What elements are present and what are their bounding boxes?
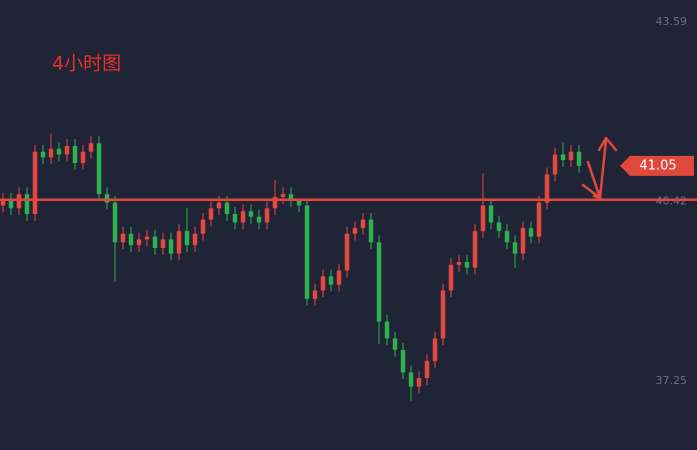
candle-body: [104, 194, 110, 203]
candle-body: [560, 154, 566, 161]
candle-body: [144, 236, 150, 240]
candle-body: [408, 372, 414, 387]
candle-body: [512, 242, 518, 254]
candle-body: [456, 262, 462, 265]
y-tick-label: 37.25: [656, 374, 688, 387]
candle-body: [568, 151, 574, 161]
candle-body: [64, 146, 70, 155]
chart-title: 4小时图: [52, 53, 121, 75]
candle-body: [440, 290, 446, 339]
arrows: [581, 136, 618, 200]
candle-body: [296, 199, 302, 206]
candle-body: [344, 233, 350, 271]
candle-body: [224, 202, 230, 214]
candle-body: [352, 228, 358, 234]
candle-body: [192, 233, 198, 246]
price-tag-label: 41.05: [639, 158, 676, 173]
candle-body: [0, 199, 6, 206]
candle-body: [120, 233, 126, 243]
candle-body: [200, 219, 206, 234]
candle-body: [136, 239, 142, 246]
candle-body: [400, 349, 406, 373]
candle-body: [448, 264, 454, 291]
candle-body: [96, 143, 102, 195]
candle-body: [496, 222, 502, 231]
candle-body: [72, 146, 78, 164]
candle-body: [336, 270, 342, 285]
candle-body: [288, 194, 294, 200]
candle-body: [80, 151, 86, 164]
price-tag: [620, 155, 694, 176]
candle-body: [328, 276, 334, 285]
candle-body: [16, 194, 22, 209]
candle-body: [248, 211, 254, 217]
candle-body: [536, 202, 542, 237]
candle-body: [280, 194, 286, 197]
candle-body: [128, 233, 134, 246]
candle-body: [160, 239, 166, 248]
candle-body: [40, 151, 46, 158]
candle-body: [256, 216, 262, 223]
candle-body: [376, 242, 382, 322]
candle-body: [504, 230, 510, 243]
candle-body: [424, 361, 430, 379]
candle-body: [392, 338, 398, 350]
candle-body: [176, 230, 182, 254]
candle-body: [320, 276, 326, 291]
candle-body: [8, 199, 14, 209]
candle-body: [304, 205, 310, 299]
candle-body: [152, 236, 158, 248]
candle-body: [112, 202, 118, 243]
candle-body: [216, 202, 222, 209]
candle-body: [32, 151, 38, 214]
candle-body: [488, 205, 494, 223]
candle-body: [576, 151, 582, 166]
candle-body: [272, 196, 278, 209]
candle-body: [240, 211, 246, 223]
candle-body: [432, 338, 438, 362]
candle-body: [552, 154, 558, 175]
candle-body: [208, 208, 214, 220]
candle-body: [528, 228, 534, 237]
candle-body: [360, 219, 366, 229]
candle-body: [416, 378, 422, 387]
candle-body: [232, 213, 238, 223]
candle-body: [368, 219, 374, 243]
y-tick-label: 43.59: [656, 15, 688, 28]
candle-body: [480, 205, 486, 231]
arrow-up: [597, 136, 618, 200]
candle-body: [520, 228, 526, 254]
candle-body: [464, 262, 470, 268]
candle-body: [168, 239, 174, 254]
candle-body: [56, 148, 62, 155]
candle-body: [88, 143, 94, 152]
candle-body: [184, 230, 190, 246]
candle-body: [24, 194, 30, 214]
candle-body: [312, 290, 318, 299]
candle-body: [264, 208, 270, 223]
candle-body: [48, 148, 54, 158]
candles: [0, 133, 582, 401]
candle-body: [384, 321, 390, 339]
candle-body: [472, 230, 478, 268]
candle-body: [544, 174, 550, 203]
